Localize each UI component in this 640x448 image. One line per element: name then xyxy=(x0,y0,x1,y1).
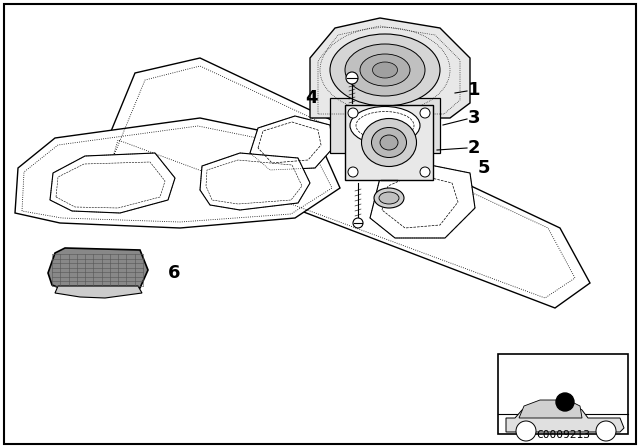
Polygon shape xyxy=(250,116,333,170)
Polygon shape xyxy=(370,163,475,238)
Circle shape xyxy=(348,108,358,118)
Polygon shape xyxy=(100,58,590,308)
Circle shape xyxy=(556,393,574,411)
Ellipse shape xyxy=(360,54,410,86)
Text: 5: 5 xyxy=(478,159,490,177)
Polygon shape xyxy=(50,153,175,213)
Ellipse shape xyxy=(330,34,440,106)
Text: 6: 6 xyxy=(168,264,180,282)
Circle shape xyxy=(353,218,363,228)
Text: 1: 1 xyxy=(468,81,481,99)
Polygon shape xyxy=(48,248,148,290)
Polygon shape xyxy=(310,18,470,118)
Circle shape xyxy=(420,108,430,118)
Circle shape xyxy=(516,421,536,441)
Circle shape xyxy=(346,72,358,84)
Polygon shape xyxy=(330,98,440,153)
Ellipse shape xyxy=(371,128,406,158)
Circle shape xyxy=(596,421,616,441)
Ellipse shape xyxy=(350,107,420,145)
Circle shape xyxy=(420,167,430,177)
Polygon shape xyxy=(55,286,142,298)
Polygon shape xyxy=(519,400,582,418)
Circle shape xyxy=(348,167,358,177)
Polygon shape xyxy=(506,402,624,432)
Text: 2: 2 xyxy=(468,139,481,157)
Text: C0009213: C0009213 xyxy=(536,430,590,440)
Ellipse shape xyxy=(374,188,404,208)
Polygon shape xyxy=(200,153,310,210)
Ellipse shape xyxy=(345,44,425,96)
Text: 4: 4 xyxy=(305,89,318,107)
Polygon shape xyxy=(15,118,340,228)
Bar xyxy=(498,354,628,434)
Ellipse shape xyxy=(380,135,398,150)
Polygon shape xyxy=(345,105,433,180)
Text: 3: 3 xyxy=(468,109,481,127)
Ellipse shape xyxy=(379,192,399,204)
Ellipse shape xyxy=(362,119,417,167)
Ellipse shape xyxy=(372,62,397,78)
